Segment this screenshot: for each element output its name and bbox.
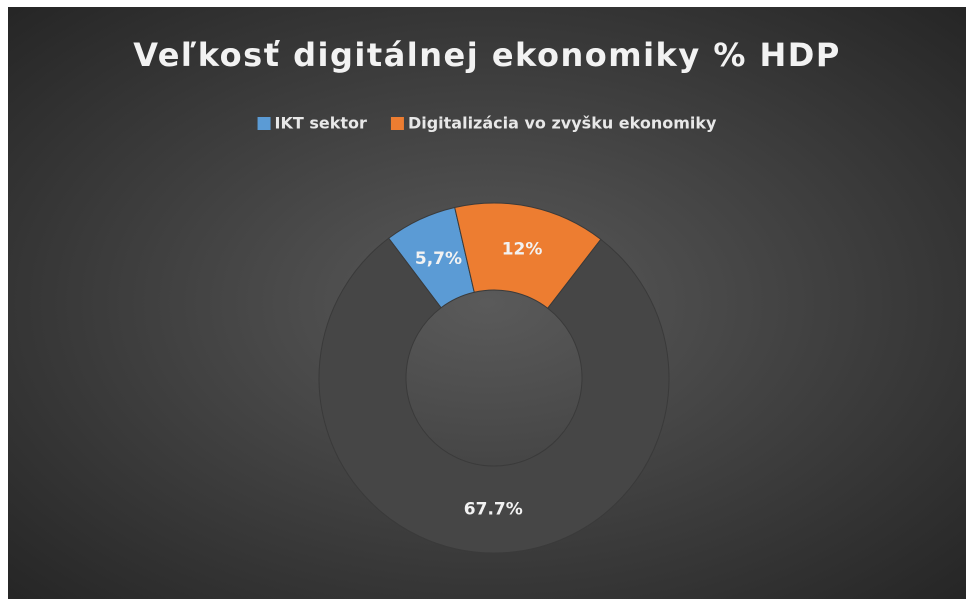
donut-segment [454,202,602,309]
chart-title: Veľkosť digitálnej ekonomiky % HDP [133,36,841,74]
donut-segment [318,237,670,554]
data-label: 12% [502,240,543,260]
legend: IKT sektor Digitalizácia vo zvyšku ekonom… [257,114,717,133]
legend-swatch [257,117,271,130]
legend-swatch [390,117,404,130]
legend-label: IKT sektor [275,114,367,133]
legend-label: Digitalizácia vo zvyšku ekonomiky [408,114,717,133]
data-label: 5,7% [415,249,462,269]
data-label: 67.7% [464,499,523,519]
